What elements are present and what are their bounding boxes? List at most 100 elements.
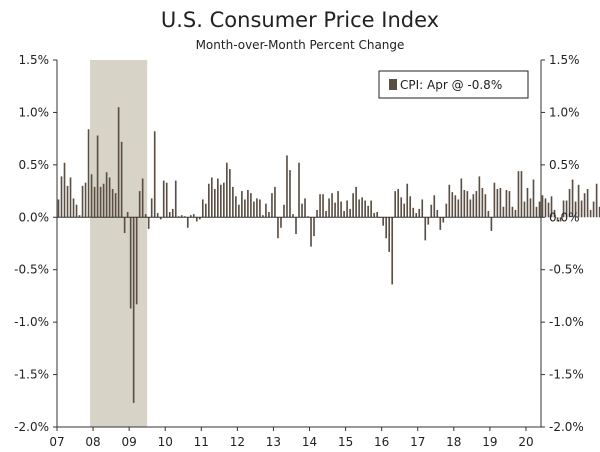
x-tick-label: 18: [446, 435, 461, 449]
bar: [382, 217, 384, 226]
bar: [322, 194, 324, 218]
bar: [207, 183, 210, 218]
bar: [337, 191, 339, 218]
legend-box: [378, 70, 529, 99]
bar: [69, 177, 72, 218]
bar: [147, 217, 150, 229]
bar: [421, 199, 424, 218]
bar: [586, 188, 589, 218]
bar: [271, 193, 273, 218]
bar: [364, 200, 366, 218]
bar: [577, 184, 580, 218]
bar: [556, 217, 559, 222]
bar: [180, 215, 183, 218]
bar: [235, 196, 237, 218]
bar: [186, 217, 189, 228]
bar: [376, 212, 378, 218]
bar: [238, 204, 240, 218]
bar: [355, 186, 357, 218]
bar: [526, 187, 529, 218]
bar: [319, 194, 321, 218]
bar: [529, 198, 532, 218]
bar: [502, 206, 505, 218]
bar: [484, 194, 487, 218]
x-tick-label: 11: [194, 435, 209, 449]
left-tick-label: 1.0%: [19, 105, 50, 119]
bar: [571, 179, 574, 218]
bar: [574, 201, 577, 218]
bar: [367, 205, 369, 218]
bar: [223, 182, 225, 218]
bar: [220, 184, 222, 218]
bar: [520, 171, 523, 218]
bar: [262, 215, 264, 218]
bar: [343, 210, 345, 218]
bar: [283, 204, 285, 218]
right-tick-label: -1.0%: [549, 315, 584, 329]
right-y-axis-ticks: 1.5% 1.0% 0.5% 0.0% -0.5% -1.0% -1.5% -2.0%: [541, 53, 584, 434]
bar: [451, 192, 454, 218]
bar: [349, 208, 351, 218]
bar: [331, 193, 333, 218]
right-tick-label: 0.5%: [549, 158, 580, 172]
bar: [562, 200, 565, 218]
bar: [517, 171, 520, 218]
legend-label: CPI: Apr @ -0.8%: [400, 78, 502, 92]
x-tick-label: 15: [338, 435, 353, 449]
bar: [475, 191, 478, 218]
bar: [523, 201, 526, 218]
bar: [108, 177, 111, 218]
bar: [78, 215, 81, 218]
bar: [403, 203, 406, 218]
bar: [210, 177, 213, 218]
bar: [123, 217, 126, 234]
bar: [370, 200, 372, 218]
bar: [463, 190, 466, 218]
left-tick-label: 0.0%: [19, 210, 50, 224]
bar: [508, 191, 511, 218]
bar: [274, 186, 276, 218]
bar: [114, 193, 117, 218]
bar: [565, 200, 568, 218]
bar: [481, 187, 484, 218]
bar: [198, 217, 201, 220]
bar: [301, 203, 303, 218]
bar: [328, 198, 330, 218]
bar: [430, 204, 433, 218]
bar: [132, 217, 135, 403]
bar: [171, 208, 174, 218]
bar: [217, 178, 219, 218]
bar: [253, 201, 255, 218]
bar: [340, 201, 342, 218]
bar: [229, 169, 231, 218]
bar: [559, 217, 562, 222]
bar: [174, 180, 177, 218]
bar: [117, 107, 120, 218]
bar: [159, 217, 162, 220]
bar: [409, 196, 412, 218]
bar: [168, 212, 171, 218]
bar: [105, 172, 108, 218]
bar: [177, 216, 180, 218]
bar: [265, 203, 267, 218]
bar: [307, 216, 309, 218]
bar: [433, 195, 436, 218]
left-tick-label: -2.0%: [14, 420, 49, 434]
legend: CPI: Apr @ -0.8%: [378, 70, 529, 99]
x-tick-label: 13: [266, 435, 281, 449]
bar: [93, 186, 96, 218]
right-tick-label: -0.5%: [549, 263, 584, 277]
bar: [63, 162, 66, 218]
bar: [60, 176, 63, 218]
bar: [277, 217, 279, 239]
bar: [415, 213, 418, 218]
bar: [144, 214, 147, 218]
bar: [244, 199, 246, 218]
bar: [183, 216, 186, 218]
bar: [466, 191, 469, 218]
bar: [189, 215, 192, 218]
bars-layer: [57, 107, 600, 403]
x-tick-label: 20: [518, 435, 533, 449]
bar: [424, 217, 427, 241]
right-tick-label: -2.0%: [549, 420, 584, 434]
